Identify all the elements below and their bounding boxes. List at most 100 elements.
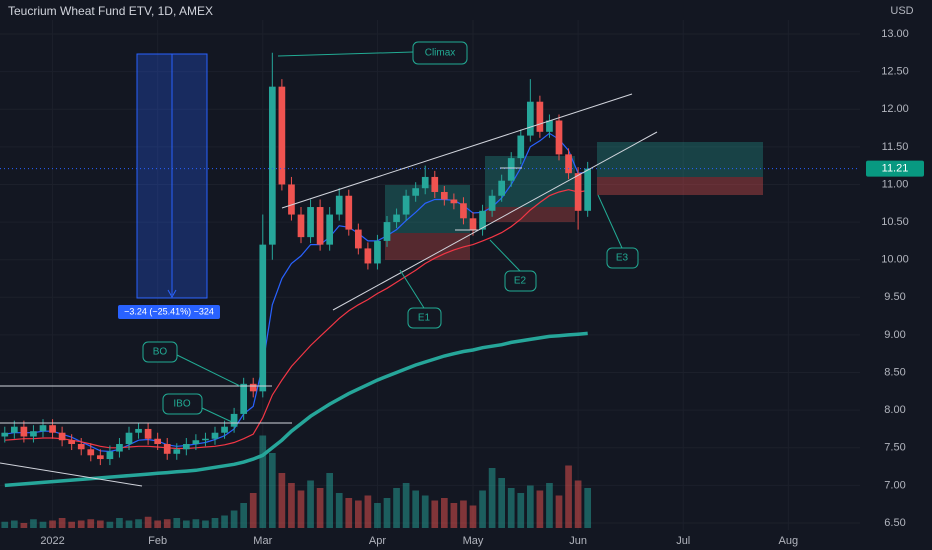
candle-body bbox=[326, 214, 334, 245]
x-tick-label: Jul bbox=[676, 535, 690, 547]
volume-bar bbox=[211, 518, 219, 528]
volume-bar bbox=[402, 483, 410, 528]
x-tick-label: Feb bbox=[148, 535, 167, 547]
candle-body bbox=[173, 449, 181, 454]
marks bbox=[0, 52, 860, 528]
volume-bar bbox=[364, 495, 372, 528]
candle-body bbox=[574, 173, 582, 211]
y-tick-label: 8.50 bbox=[884, 366, 905, 378]
callout-line bbox=[399, 269, 425, 309]
y-tick-label: 11.00 bbox=[882, 178, 909, 190]
x-tick-label: May bbox=[463, 535, 484, 547]
volume-bar bbox=[249, 493, 257, 528]
callout-line bbox=[597, 194, 623, 249]
volume-bar bbox=[335, 493, 343, 528]
candle-body bbox=[10, 426, 18, 433]
volume-bar bbox=[297, 490, 305, 528]
target-zone bbox=[385, 185, 470, 233]
volume-bar bbox=[135, 519, 142, 528]
candle-body bbox=[374, 240, 381, 264]
volume-bar bbox=[182, 520, 190, 528]
volume-bar bbox=[192, 519, 200, 528]
volume-bar bbox=[507, 488, 515, 528]
volume-bar bbox=[87, 519, 95, 528]
candle-body bbox=[125, 432, 133, 445]
candle-body bbox=[77, 444, 85, 450]
candle-body bbox=[192, 440, 200, 445]
currency: USD bbox=[890, 5, 913, 17]
candle-body bbox=[106, 451, 114, 460]
measure-arrowhead bbox=[167, 289, 177, 299]
volume-bar bbox=[173, 518, 181, 528]
candle-body bbox=[460, 203, 467, 219]
volume-bar bbox=[49, 520, 56, 528]
candle-body bbox=[154, 438, 162, 445]
volume-bar bbox=[440, 498, 448, 528]
callout-line bbox=[201, 407, 233, 423]
volume-bar bbox=[240, 503, 248, 528]
callout-text: E3 bbox=[616, 253, 629, 264]
volume-bar bbox=[278, 473, 286, 528]
candle-body bbox=[58, 432, 66, 441]
candle-body bbox=[488, 195, 496, 211]
y-tick-label: 10.50 bbox=[881, 216, 909, 228]
volume-bar bbox=[565, 465, 572, 528]
y-tick-label: 10.00 bbox=[881, 254, 909, 266]
volume-bar bbox=[345, 498, 353, 528]
y-tick-label: 9.00 bbox=[884, 329, 905, 341]
volume-bar bbox=[221, 515, 228, 528]
volume-bar bbox=[39, 521, 47, 528]
y-tick-label: 6.50 bbox=[884, 517, 905, 529]
volume-bar bbox=[106, 521, 114, 528]
volume-bar bbox=[1, 521, 9, 528]
candle-body bbox=[249, 383, 257, 392]
callout-text: E2 bbox=[514, 276, 527, 287]
candle-body bbox=[565, 154, 572, 174]
callout-text: Climax bbox=[425, 48, 456, 59]
candle-body bbox=[297, 214, 305, 238]
y-tick-label: 11.50 bbox=[882, 141, 909, 153]
candle-body bbox=[30, 431, 37, 437]
volume-bar bbox=[116, 518, 123, 528]
candle-body bbox=[307, 207, 314, 238]
volume-bar bbox=[469, 505, 477, 528]
candle-body bbox=[421, 176, 429, 189]
volume-bar bbox=[307, 480, 314, 528]
candle-body bbox=[335, 195, 343, 215]
candle-body bbox=[288, 184, 295, 215]
target-zone bbox=[597, 142, 763, 177]
callout-text: E1 bbox=[418, 313, 431, 324]
candle-body bbox=[479, 210, 486, 230]
candle-body bbox=[584, 168, 592, 211]
volume-bar bbox=[431, 500, 439, 528]
candle-body bbox=[536, 101, 544, 132]
callout bbox=[142, 341, 178, 363]
last-price-label: 11.21 bbox=[882, 163, 909, 175]
candle-body bbox=[135, 428, 142, 433]
callout-line bbox=[277, 51, 414, 57]
stop-zone bbox=[385, 233, 470, 260]
volume-bar bbox=[526, 485, 534, 528]
callout bbox=[412, 41, 468, 65]
trend-line bbox=[0, 462, 143, 487]
volume-bar bbox=[154, 520, 162, 528]
callout-line bbox=[176, 354, 241, 387]
volume-bar bbox=[30, 519, 37, 528]
candle-body bbox=[87, 449, 95, 456]
y-tick-label: 9.50 bbox=[884, 291, 905, 303]
candle-body bbox=[240, 383, 248, 414]
stop-zone bbox=[485, 207, 575, 222]
x-tick-label: Mar bbox=[253, 535, 272, 547]
candle-body bbox=[20, 426, 28, 437]
candle-body bbox=[202, 438, 209, 441]
volume-bar bbox=[488, 468, 496, 528]
candle-body bbox=[68, 440, 76, 445]
x-tick-label: Jun bbox=[569, 535, 587, 547]
candle-body bbox=[96, 455, 104, 460]
callout bbox=[504, 270, 537, 292]
volume-bar bbox=[288, 483, 295, 528]
candle-body bbox=[268, 86, 276, 245]
candle-body bbox=[221, 426, 228, 433]
candle-body bbox=[316, 207, 324, 245]
candle-body bbox=[507, 158, 515, 181]
